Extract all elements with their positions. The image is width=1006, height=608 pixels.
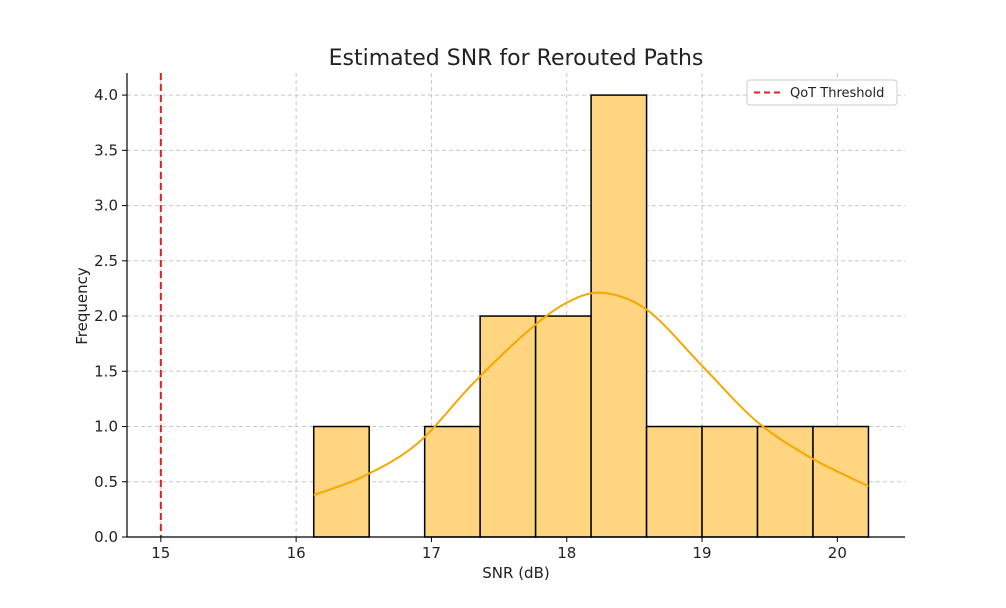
x-tick-label: 15 [151,544,170,562]
y-tick-label: 3.0 [94,197,118,215]
chart-title: Estimated SNR for Rerouted Paths [329,46,704,71]
tick-layer: 15 16 17 18 19 20 0.0 0.5 1.0 1.5 2.0 2.5 3.0 3.5 4.0 [94,86,847,562]
histogram-bar [645,425,703,538]
histogram-bar [534,315,592,538]
x-tick-label: 17 [422,544,441,562]
legend-label-threshold: QoT Threshold [790,86,884,101]
y-tick-label: 2.5 [94,252,118,270]
legend-box [746,79,898,106]
kde-layer [313,291,869,496]
bar-layer [312,94,870,538]
x-tick-label: 16 [287,544,306,562]
histogram-bar [423,425,481,538]
y-tick-label: 0.0 [94,528,118,546]
histogram-bar [479,315,537,538]
histogram-bar [701,425,759,538]
y-axis-label: Frequency [73,267,91,345]
x-tick-label: 20 [828,544,847,562]
legend: QoT Threshold [746,79,898,106]
histogram-bar [590,94,648,538]
kde-curve [313,291,869,496]
y-tick-label: 0.5 [94,473,118,491]
y-tick-label: 2.0 [94,307,118,325]
y-tick-label: 4.0 [94,86,118,104]
x-axis-label: SNR (dB) [482,564,549,582]
x-tick-label: 18 [557,544,576,562]
x-tick-label: 19 [692,544,711,562]
y-tick-label: 3.5 [94,141,118,159]
y-tick-label: 1.5 [94,362,118,380]
y-tick-label: 1.0 [94,418,118,436]
histogram-bar [312,425,370,538]
